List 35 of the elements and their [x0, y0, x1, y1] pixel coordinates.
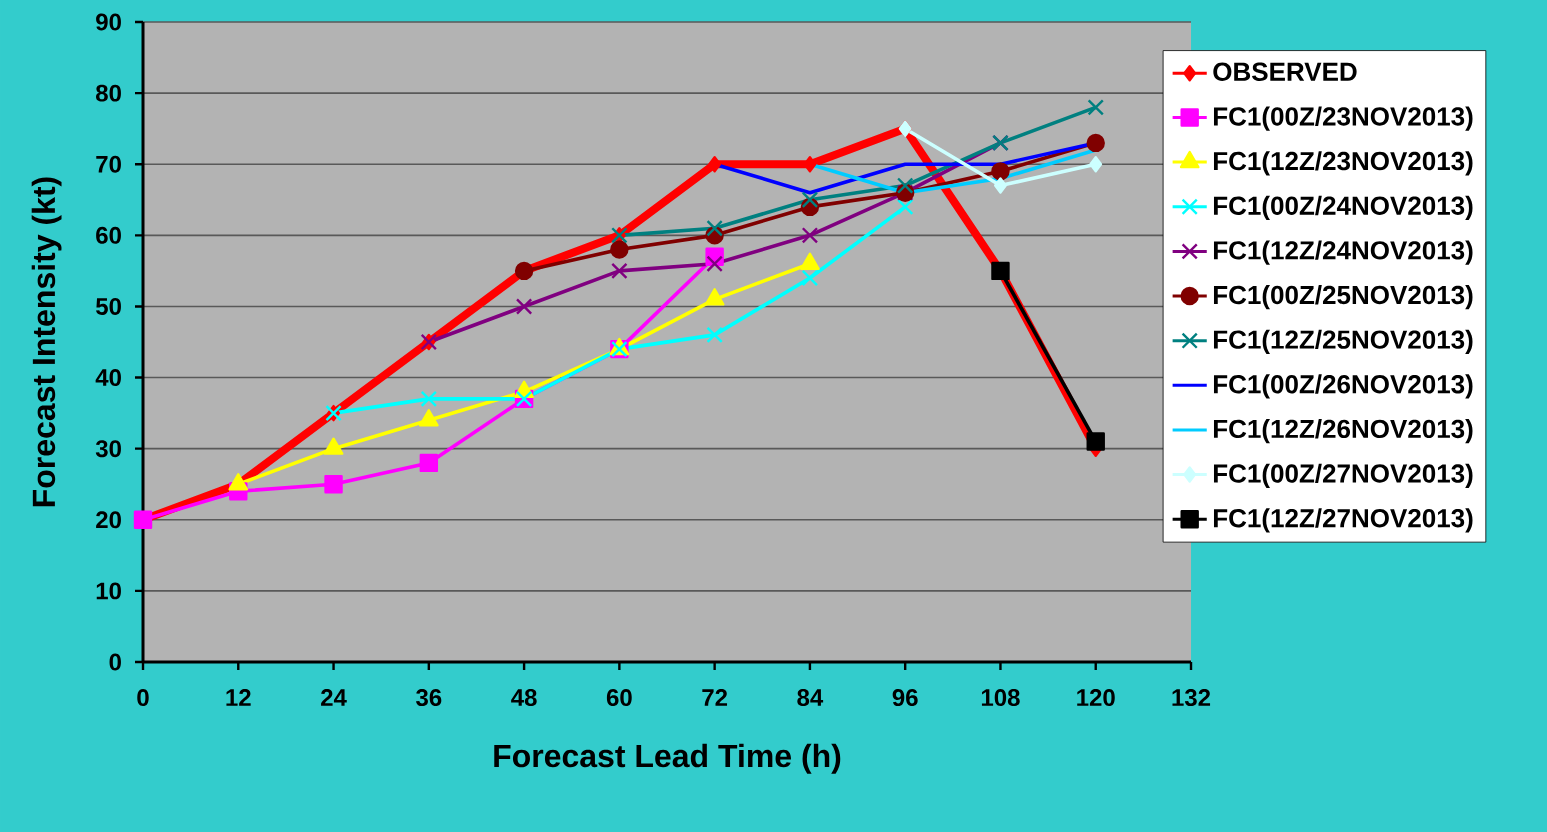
legend-label: FC1(00Z/27NOV2013) — [1213, 463, 1473, 488]
y-tick-label: 10 — [96, 582, 121, 600]
x-tick-label: 132 — [1172, 689, 1211, 707]
legend-label: FC1(12Z/26NOV2013) — [1213, 419, 1473, 444]
x-tick-label: 84 — [797, 689, 824, 707]
y-tick-label: 40 — [95, 369, 121, 387]
x-axis-title: Forecast Lead Time (h) — [494, 743, 841, 774]
legend-label: FC1(12Z/25NOV2013) — [1213, 329, 1473, 354]
legend-label: FC1(00Z/23NOV2013) — [1213, 106, 1473, 131]
y-tick-label: 0 — [109, 653, 121, 671]
legend-label: FC1(00Z/24NOV2013) — [1213, 195, 1473, 221]
legend-label: FC1(12Z/24NOV2013) — [1213, 240, 1473, 265]
legend-label: OBSERVED — [1213, 62, 1357, 81]
x-tick-label: 48 — [511, 689, 537, 707]
y-axis-title: Forecast Intensity (kt) — [31, 177, 62, 507]
x-tick-label: 0 — [137, 689, 149, 707]
x-tick-label: 108 — [981, 689, 1020, 707]
x-tick-label: 72 — [702, 689, 728, 706]
y-tick-label: 20 — [96, 511, 121, 529]
legend-label: FC1(12Z/27NOV2013) — [1213, 508, 1473, 533]
y-tick-label: 70 — [96, 155, 121, 173]
y-tick-label: 50 — [96, 297, 121, 315]
y-tick-label: 90 — [96, 13, 121, 31]
legend-label: FC1(00Z/26NOV2013) — [1213, 374, 1473, 399]
y-tick-label: 80 — [96, 84, 121, 102]
y-tick-label: 30 — [95, 440, 121, 458]
legend-label: FC1(00Z/25NOV2013) — [1213, 285, 1473, 310]
legend-label: FC1(12Z/23NOV2013) — [1213, 151, 1473, 176]
x-tick-label: 60 — [606, 689, 632, 707]
x-tick-label: 96 — [892, 689, 918, 707]
y-tick-label: 60 — [96, 226, 121, 244]
x-tick-label: 120 — [1077, 689, 1115, 707]
x-tick-label: 36 — [416, 689, 442, 707]
x-tick-label: 12 — [226, 689, 251, 706]
x-tick-label: 24 — [321, 689, 347, 706]
